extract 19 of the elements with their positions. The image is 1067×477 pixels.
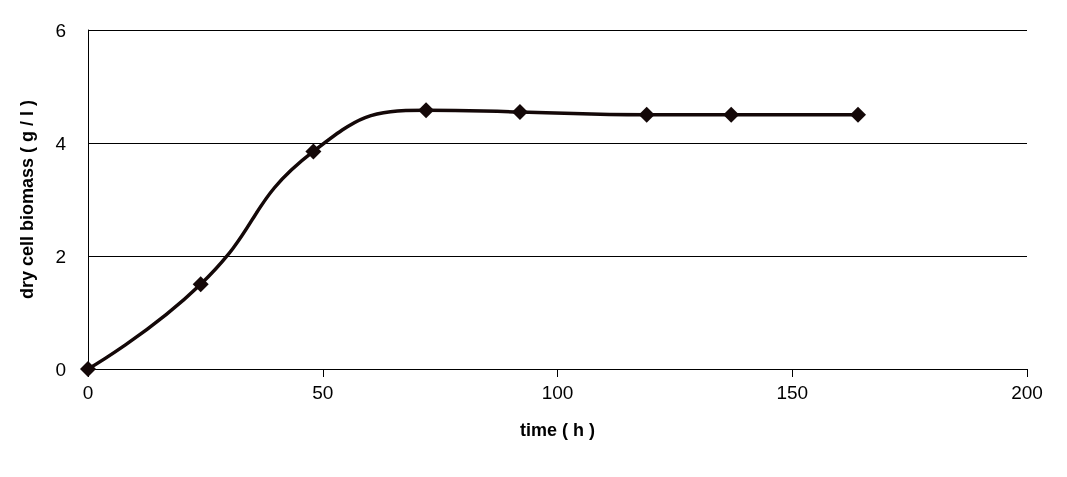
x-tick-label: 150 <box>776 382 809 403</box>
x-tick-label: 0 <box>82 382 94 403</box>
point <box>80 361 96 377</box>
point <box>849 106 866 123</box>
y-tick-label: 0 <box>55 358 66 380</box>
y-tick-label: 2 <box>55 245 66 267</box>
x-tick-label: 100 <box>541 382 574 403</box>
point <box>723 106 740 123</box>
y-tick-label: 4 <box>55 132 67 154</box>
x-tick-label: 50 <box>312 382 334 403</box>
point <box>305 143 322 160</box>
point <box>638 106 655 123</box>
point <box>192 276 209 293</box>
y-axis-title: dry cell biomass ( g / l ) <box>17 99 37 300</box>
y-tick-label: 6 <box>55 19 66 41</box>
x-tick-label: 200 <box>1011 382 1043 403</box>
x-axis-title: time ( h ) <box>520 420 595 440</box>
point <box>418 102 435 119</box>
point <box>511 103 528 120</box>
